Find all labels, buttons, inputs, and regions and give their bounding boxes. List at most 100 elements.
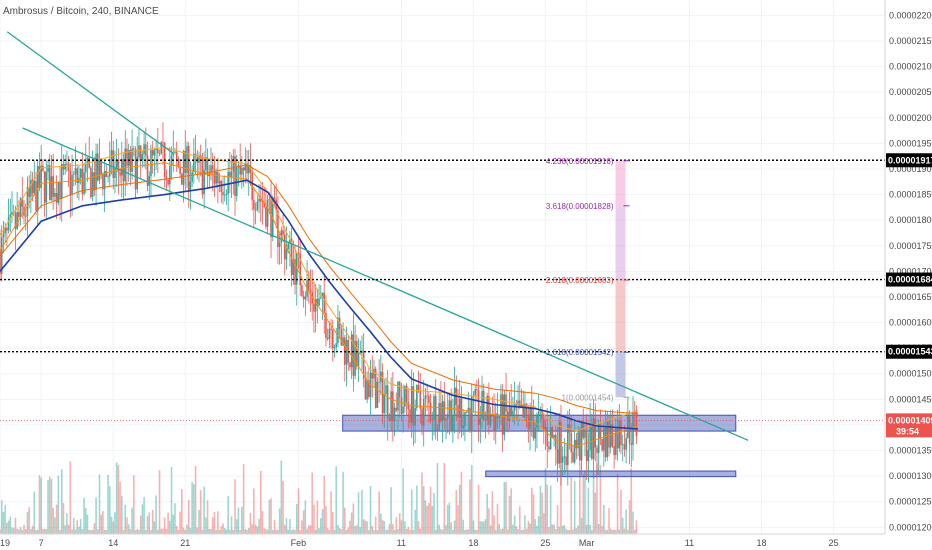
- volume-bar: [115, 462, 118, 534]
- candle-body: [54, 193, 56, 197]
- candle-body: [366, 380, 368, 400]
- volume-bar: [105, 530, 108, 534]
- candle-body: [232, 155, 235, 172]
- candle-body: [316, 299, 319, 306]
- candle-body: [222, 191, 224, 196]
- candle-body: [541, 409, 543, 419]
- volume-bar: [565, 528, 567, 534]
- candle-body: [124, 148, 127, 182]
- candle-body: [407, 402, 410, 410]
- volume-bar: [266, 529, 269, 534]
- candle-body: [139, 145, 142, 160]
- trendline[interactable]: [22, 127, 749, 441]
- volume-bar: [86, 514, 89, 534]
- volume-bar: [145, 529, 147, 534]
- candle-body: [143, 144, 145, 155]
- candle-body: [189, 181, 192, 191]
- volume-bar: [81, 529, 84, 534]
- candle-body: [604, 428, 607, 458]
- volume-bar: [210, 528, 212, 534]
- candle-body: [520, 404, 523, 408]
- candle-body: [175, 151, 178, 160]
- candle-body: [150, 150, 152, 177]
- volume-bar: [543, 513, 545, 534]
- volume-bar: [350, 512, 353, 534]
- volume-bar: [314, 529, 317, 534]
- trendline[interactable]: [6, 31, 174, 154]
- volume-bar: [237, 507, 240, 534]
- volume-bar: [561, 525, 564, 534]
- ma-ribbon-line: [0, 164, 639, 415]
- candle-body: [503, 394, 506, 435]
- volume-bar: [604, 529, 607, 534]
- candle-body: [115, 159, 118, 168]
- volume-bar: [609, 528, 612, 534]
- candle-body: [422, 398, 425, 426]
- candle-body: [278, 242, 281, 247]
- volume-bar: [591, 529, 593, 534]
- candle-body: [141, 154, 144, 160]
- candle-body: [428, 396, 430, 403]
- volume-bar: [597, 524, 600, 534]
- candle-body: [253, 200, 255, 210]
- volume-bar: [374, 516, 377, 534]
- volume-bar: [632, 511, 634, 534]
- candle-body: [482, 390, 485, 421]
- candle-body: [102, 174, 104, 190]
- candle-body: [364, 379, 367, 400]
- volume-bar: [405, 529, 408, 534]
- volume-bar: [199, 490, 202, 534]
- volume-bar: [539, 485, 542, 534]
- y-tick-label: 0.00001350: [889, 446, 932, 456]
- volume-bar: [383, 521, 386, 534]
- volume-bar: [443, 463, 446, 534]
- volume-bar: [6, 522, 8, 534]
- volume-bar: [213, 512, 216, 534]
- x-tick-label: 18: [757, 538, 767, 548]
- volume-bar: [433, 492, 435, 534]
- candle-body: [381, 371, 384, 414]
- candle-body: [635, 412, 638, 436]
- volume-bar: [136, 529, 139, 534]
- candle-body: [26, 187, 29, 217]
- volume-bar: [311, 472, 314, 534]
- y-tick-label: 0.00001200: [889, 522, 932, 532]
- volume-bar: [127, 524, 130, 534]
- candle-body: [52, 176, 54, 197]
- candle-body: [393, 407, 396, 422]
- volume-bar: [84, 507, 87, 534]
- volume-bar: [95, 497, 97, 534]
- candle-body: [357, 353, 360, 367]
- volume-bar: [57, 475, 60, 534]
- volume-bar: [217, 511, 219, 534]
- candle-body: [594, 418, 597, 448]
- candle-body: [117, 159, 120, 173]
- candle-body: [287, 243, 289, 250]
- fib-band: [615, 160, 626, 206]
- support-zone[interactable]: [485, 470, 737, 478]
- candle-body: [28, 187, 30, 197]
- volume-bar: [93, 523, 96, 534]
- candle-body: [261, 201, 264, 203]
- candle-body: [549, 427, 552, 450]
- horizontal-levels: [0, 159, 885, 421]
- volume-bar: [36, 529, 39, 534]
- candle-body: [530, 406, 533, 422]
- candle-body: [282, 230, 284, 235]
- candle-body: [493, 414, 495, 432]
- price-badges: 0.00001917 0.00001684 0.00001543 0.00001409…: [886, 153, 932, 438]
- volume-bar: [371, 525, 374, 534]
- candle-body: [446, 414, 449, 419]
- candle-body: [416, 385, 418, 409]
- current-price-label: 0.00001409: [888, 415, 932, 425]
- level-badge: [886, 344, 932, 359]
- volume-bar: [198, 510, 200, 534]
- x-tick-label: 25: [829, 538, 839, 548]
- volume-bar: [457, 505, 459, 534]
- volume-bar: [534, 519, 537, 534]
- candle-body: [241, 167, 243, 175]
- volume-bar: [599, 464, 602, 534]
- candle-body: [234, 155, 236, 196]
- volume-bar: [635, 520, 638, 534]
